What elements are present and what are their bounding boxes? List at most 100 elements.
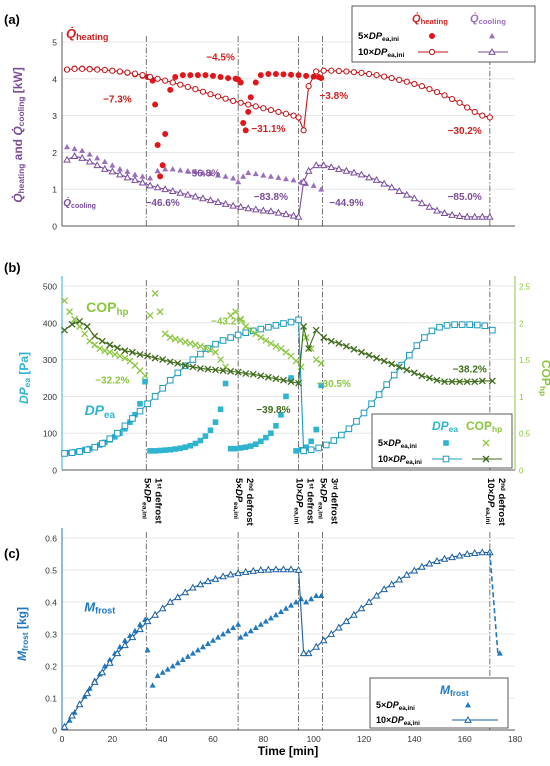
data-point: [131, 362, 139, 369]
data-point: [189, 650, 196, 656]
text-span: 10×: [378, 454, 393, 464]
annotation: −30.2%: [448, 126, 482, 137]
data-point: [287, 378, 295, 386]
data-point: [282, 348, 290, 356]
data-point: [353, 418, 360, 425]
text-span: 5×: [376, 700, 386, 710]
data-point: [488, 377, 496, 385]
text-span: DP: [485, 494, 496, 508]
text-span: DP: [374, 47, 388, 58]
y-tick-label: 0: [52, 222, 57, 232]
defrost-label-line1: 5×DPea,ini: [141, 478, 153, 519]
data-point: [479, 112, 486, 119]
data-point: [136, 625, 144, 633]
text-span: M: [84, 600, 96, 615]
data-point: [478, 212, 487, 220]
text-span: heating: [16, 164, 26, 194]
data-point: [94, 66, 101, 73]
data-point: [214, 93, 222, 100]
data-point: [294, 565, 303, 573]
text-span: DP: [294, 494, 305, 508]
data-point: [272, 565, 280, 573]
data-point: [387, 183, 396, 191]
data-point: [395, 363, 403, 371]
data-point: [191, 192, 200, 200]
text-span: hp: [538, 386, 548, 396]
data-point: [202, 72, 209, 79]
data-point: [225, 75, 232, 82]
data-point: [313, 592, 320, 598]
data-point: [71, 65, 78, 72]
data-point: [252, 79, 259, 86]
data-point: [267, 615, 274, 621]
legend-marker: [465, 702, 471, 708]
data-point: [128, 633, 137, 641]
data-point: [274, 208, 283, 216]
data-point: [312, 356, 320, 364]
data-point: [181, 338, 189, 346]
y-label-text: COPhp: [538, 360, 550, 396]
data-point: [313, 68, 320, 75]
x-tick-label: 60: [208, 734, 218, 744]
data-point: [290, 177, 297, 183]
data-point: [70, 152, 79, 159]
y-tick-label: 0.3: [45, 630, 57, 640]
data-point: [174, 659, 181, 666]
data-point: [315, 444, 322, 452]
data-point: [257, 621, 264, 627]
text-span: −7.3%: [103, 95, 132, 106]
data-point: [303, 444, 309, 450]
data-point: [440, 554, 449, 562]
data-point: [154, 142, 161, 149]
data-point: [381, 73, 388, 80]
y-tick-label: 0: [52, 726, 57, 736]
data-point: [131, 171, 138, 177]
data-point: [76, 323, 84, 330]
data-point: [184, 167, 191, 174]
data-point: [177, 167, 184, 173]
text-span: 5×: [378, 438, 388, 448]
data-point: [310, 182, 317, 188]
data-point: [318, 382, 325, 389]
data-point: [63, 155, 71, 163]
series-line: [64, 319, 493, 454]
data-point: [299, 649, 308, 657]
data-point: [252, 441, 259, 448]
data-point: [387, 580, 396, 588]
data-point: [486, 114, 493, 121]
data-point: [288, 71, 295, 78]
legend-row-label: 5×DPea,ini: [376, 700, 415, 712]
data-point: [222, 380, 229, 387]
data-point: [207, 346, 214, 354]
data-point: [305, 83, 312, 90]
legend-marker: [489, 33, 495, 39]
data-point: [448, 553, 456, 561]
data-point: [380, 357, 388, 365]
data-point: [448, 378, 456, 386]
y-tick-label: 0.5: [45, 566, 57, 576]
data-point: [342, 617, 351, 625]
data-point: [181, 588, 190, 596]
text-span: −43.2%: [211, 317, 245, 328]
data-point: [225, 627, 232, 634]
data-point: [350, 610, 358, 618]
text-span: ea,ini: [317, 502, 324, 519]
data-point: [252, 624, 259, 630]
data-point: [473, 321, 481, 329]
data-point: [451, 321, 458, 328]
data-point: [230, 624, 237, 630]
data-point: [187, 442, 194, 449]
data-point: [295, 379, 303, 387]
annotation: COPhp: [86, 299, 128, 318]
data-point: [171, 335, 179, 343]
text-span: Q̇: [10, 126, 25, 136]
annotation: −85.0%: [448, 192, 482, 203]
data-point: [241, 567, 250, 575]
text-span: nd: [247, 483, 254, 491]
data-point: [375, 391, 383, 398]
data-point: [106, 435, 114, 443]
text-span: DP: [388, 438, 401, 448]
text-span: 2: [496, 478, 507, 483]
